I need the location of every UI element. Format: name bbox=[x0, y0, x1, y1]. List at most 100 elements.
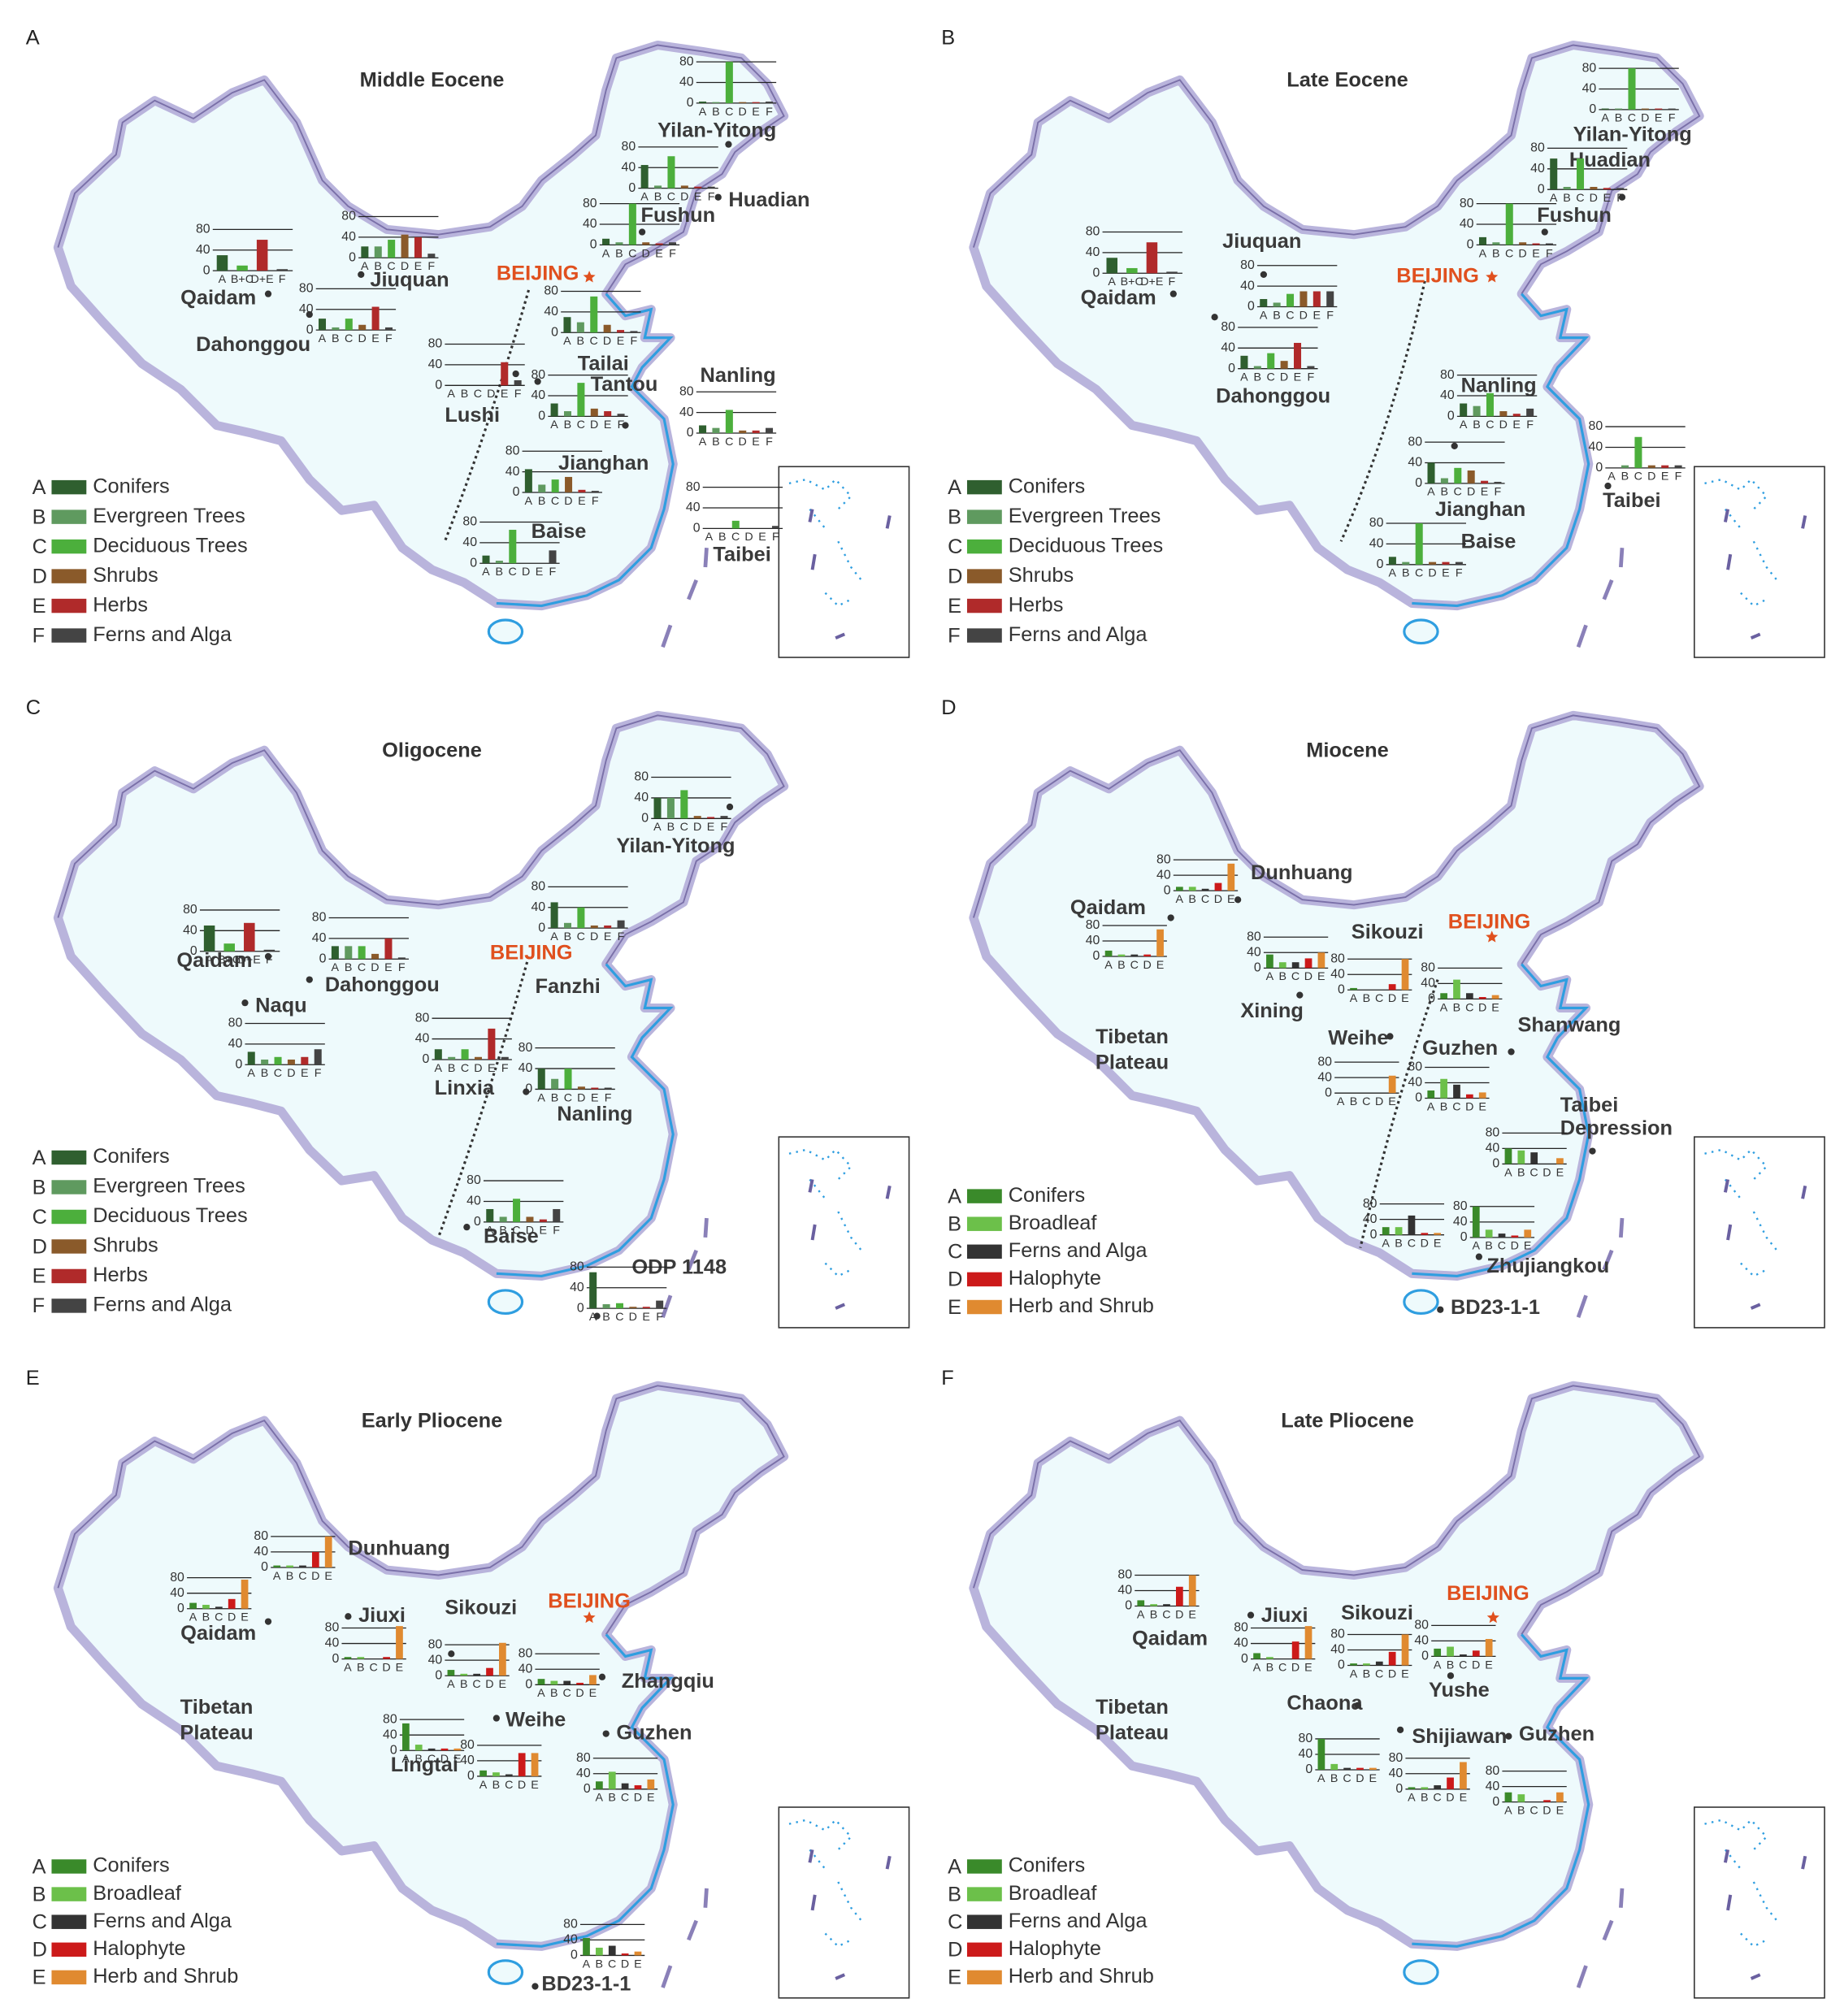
bar bbox=[1280, 361, 1288, 369]
bar bbox=[1447, 1777, 1454, 1789]
site-label: Nanling bbox=[1461, 375, 1537, 397]
legend-key: B bbox=[948, 505, 961, 528]
legend-label: Deciduous Trees bbox=[93, 534, 247, 557]
bar bbox=[1307, 366, 1315, 369]
bar bbox=[1603, 188, 1611, 190]
legend-key: F bbox=[33, 624, 46, 647]
bar bbox=[590, 296, 598, 333]
bar bbox=[1517, 1150, 1525, 1164]
bar bbox=[1421, 1233, 1429, 1235]
x-tick-label: D bbox=[1641, 112, 1649, 125]
bar bbox=[1460, 1762, 1467, 1789]
bar bbox=[1388, 1075, 1396, 1094]
x-tick-label: D bbox=[1356, 1772, 1364, 1785]
mini-chart: 0 40 80 A B C D E F bbox=[312, 911, 409, 974]
bar bbox=[577, 907, 585, 929]
y-tick-label: 0 bbox=[470, 556, 477, 570]
x-tick-label: E bbox=[1485, 1658, 1493, 1671]
x-tick-label: D bbox=[474, 1062, 482, 1075]
x-tick-label: A bbox=[550, 418, 558, 431]
x-tick-label: B bbox=[538, 495, 546, 508]
x-tick-label: D bbox=[577, 1091, 585, 1104]
legend-swatch bbox=[51, 539, 87, 554]
site-dot bbox=[714, 193, 722, 201]
bar bbox=[629, 1307, 637, 1309]
bar bbox=[345, 946, 353, 960]
bar bbox=[1511, 1235, 1519, 1238]
y-tick-label: 40 bbox=[312, 931, 327, 945]
bar bbox=[1556, 1792, 1564, 1802]
bar bbox=[583, 1938, 590, 1956]
bar bbox=[1434, 1785, 1442, 1789]
x-tick-label: F bbox=[618, 418, 625, 431]
y-tick-label: 0 bbox=[332, 1652, 339, 1666]
site-dot bbox=[1354, 1702, 1361, 1709]
y-tick-label: 0 bbox=[1492, 1157, 1499, 1171]
bar bbox=[647, 1779, 655, 1789]
site-dot bbox=[492, 1715, 500, 1722]
y-tick-label: 80 bbox=[570, 1260, 584, 1274]
bar bbox=[563, 411, 572, 417]
x-tick-label: B bbox=[414, 1753, 423, 1766]
bar bbox=[1661, 465, 1669, 468]
bar bbox=[1146, 242, 1158, 274]
site-dot bbox=[602, 1730, 610, 1737]
site-label: Zhujiangkou bbox=[1486, 1255, 1609, 1277]
site-label: Lushi bbox=[445, 404, 500, 427]
y-tick-label: 40 bbox=[299, 302, 314, 316]
y-tick-label: 40 bbox=[1369, 537, 1384, 551]
x-tick-label: F bbox=[1495, 486, 1502, 499]
x-tick-label: D bbox=[440, 1753, 449, 1766]
x-tick-label: B bbox=[1517, 1166, 1525, 1179]
bar bbox=[617, 414, 625, 417]
y-tick-label: 40 bbox=[622, 160, 636, 174]
legend-key: E bbox=[33, 595, 46, 618]
bar bbox=[602, 1304, 610, 1309]
legend-key: B bbox=[33, 505, 46, 528]
region-label: Tibetan Plateau bbox=[1096, 1025, 1169, 1074]
y-tick-label: 80 bbox=[1582, 61, 1597, 75]
bar bbox=[332, 327, 340, 331]
capital-label: BEIJING bbox=[497, 262, 579, 285]
site-dot bbox=[523, 1088, 530, 1095]
site-line: Taibei bbox=[1560, 1094, 1618, 1116]
bar bbox=[274, 1056, 282, 1065]
mini-chart: 0 40 80 A B C D E bbox=[1234, 1621, 1316, 1674]
x-tick-label: B bbox=[1150, 1608, 1158, 1621]
x-tick-label: D bbox=[1428, 567, 1436, 580]
x-tick-label: D bbox=[518, 1779, 526, 1792]
bar bbox=[1492, 242, 1500, 245]
x-tick-label: B bbox=[712, 436, 720, 449]
y-tick-label: 40 bbox=[1317, 1070, 1332, 1084]
legend-key: D bbox=[948, 565, 962, 587]
x-tick-label: F bbox=[708, 190, 715, 203]
x-tick-label: B bbox=[1615, 112, 1623, 125]
x-tick-label: D bbox=[1299, 309, 1308, 322]
y-tick-label: 40 bbox=[170, 1586, 184, 1600]
x-tick-label: A bbox=[434, 1062, 442, 1075]
bar bbox=[1455, 561, 1463, 565]
x-tick-label: B bbox=[261, 1067, 269, 1080]
bar bbox=[1545, 243, 1553, 245]
x-tick-label: C bbox=[590, 335, 598, 348]
x-tick-label: C bbox=[1162, 1608, 1170, 1621]
y-tick-label: 40 bbox=[679, 76, 694, 89]
x-tick-label: B bbox=[374, 260, 382, 273]
x-tick-label: F bbox=[669, 247, 676, 260]
y-tick-label: 0 bbox=[435, 1668, 442, 1682]
bar bbox=[1590, 187, 1598, 190]
x-tick-label: F bbox=[592, 495, 599, 508]
site-label: Dahonggou bbox=[1216, 384, 1330, 407]
x-tick-label: A bbox=[1266, 970, 1274, 983]
bar bbox=[247, 1051, 255, 1065]
legend-label: Broadleaf bbox=[1009, 1882, 1098, 1905]
x-tick-label: E bbox=[499, 1678, 507, 1691]
site-label: Nanling bbox=[557, 1103, 632, 1125]
x-tick-label: E bbox=[371, 332, 380, 345]
x-tick-label: A bbox=[1104, 959, 1113, 972]
panel: F Late Pliocene BEIJING Tibetan Plateau A Coni… bbox=[941, 1367, 1824, 1998]
y-tick-label: 40 bbox=[583, 217, 597, 231]
bar bbox=[1478, 236, 1486, 245]
x-tick-label: A bbox=[1137, 1608, 1145, 1621]
